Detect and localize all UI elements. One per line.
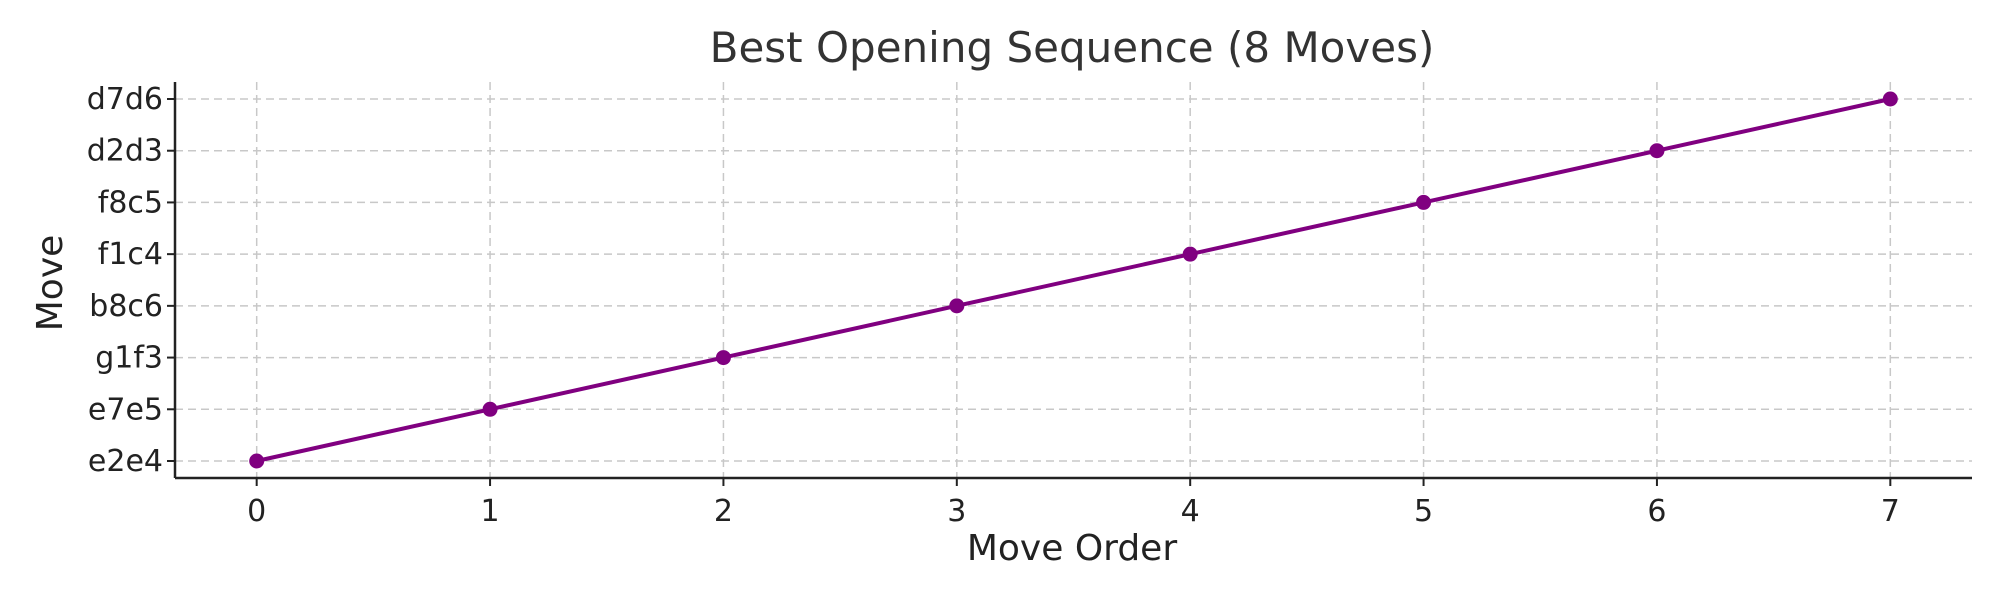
y-tick-label: b8c6	[89, 289, 163, 324]
x-tick-label: 2	[714, 494, 733, 529]
series-line	[256, 97, 1891, 463]
y-tick-label: d2d3	[87, 134, 163, 169]
axes	[173, 82, 1972, 480]
x-ticks: 0 1 2 3 4 5 6 7	[247, 478, 1900, 529]
data-point	[715, 350, 731, 366]
data-point	[1882, 91, 1898, 107]
y-tick-label: f8c5	[98, 185, 163, 220]
y-axis-label: Move	[30, 235, 71, 332]
data-point	[949, 298, 965, 314]
x-tick-label: 4	[1181, 494, 1200, 529]
x-tick-label: 1	[481, 494, 500, 529]
y-tick-label: d7d6	[87, 82, 163, 117]
y-tick-label: e7e5	[88, 392, 163, 427]
data-point	[482, 401, 498, 417]
series	[249, 91, 1898, 469]
y-tick-label: f1c4	[98, 237, 163, 272]
data-point	[1416, 194, 1432, 210]
y-tick-label: g1f3	[95, 341, 163, 376]
x-axis-label: Move Order	[967, 528, 1177, 569]
grid	[175, 82, 1972, 478]
x-tick-label: 7	[1881, 494, 1900, 529]
x-tick-label: 3	[947, 494, 966, 529]
y-ticks: e2e4 e7e5 g1f3 b8c6 f1c4 f8c5 d2d3 d7d6	[87, 82, 175, 479]
data-point	[249, 453, 265, 469]
x-tick-label: 6	[1647, 494, 1666, 529]
y-tick-label: e2e4	[88, 444, 163, 479]
chart-title: Best Opening Sequence (8 Moves)	[710, 23, 1435, 72]
data-point	[1649, 143, 1665, 159]
x-tick-label: 5	[1414, 494, 1433, 529]
data-point	[1182, 246, 1198, 262]
x-tick-label: 0	[247, 494, 266, 529]
